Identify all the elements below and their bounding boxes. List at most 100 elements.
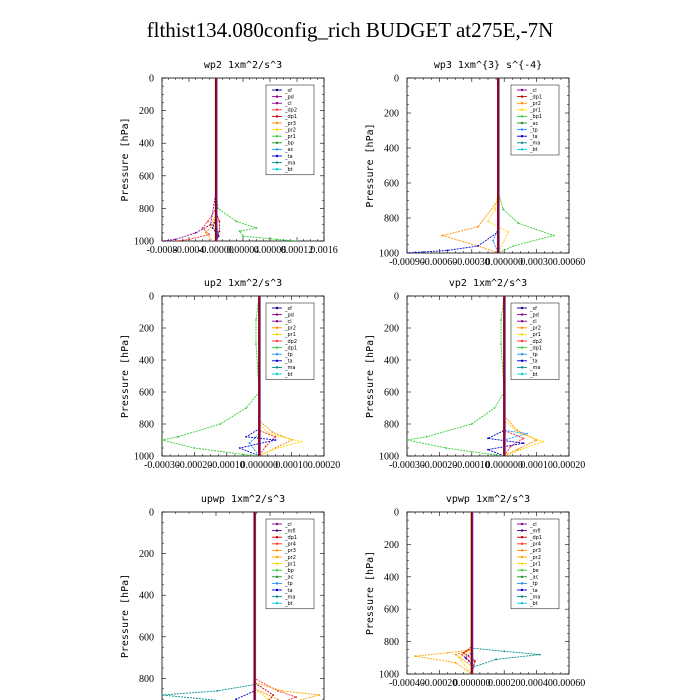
series-line-pr2 — [415, 512, 473, 674]
series-point-ta — [245, 435, 248, 438]
legend-entry: _ma — [284, 365, 295, 371]
y-tick-label: 400 — [384, 356, 399, 367]
x-tick-label: 0.00004 — [227, 245, 260, 256]
legend-marker — [520, 95, 524, 98]
series-line-dp2 — [175, 78, 217, 241]
series-point-dp1 — [193, 447, 196, 449]
series-point-bp1 — [502, 208, 505, 211]
y-tick-label: 200 — [384, 324, 399, 335]
series-point-pr1 — [217, 207, 219, 210]
panel-title: up2 1xm^2/s^3 — [204, 278, 282, 289]
series-point-tp — [492, 239, 494, 242]
x-tick-label: -0.00020 — [421, 460, 457, 471]
legend-marker — [275, 154, 279, 158]
legend-entry: _ma — [529, 594, 540, 600]
series-line-dp1 — [407, 296, 505, 456]
legend-marker — [275, 359, 279, 362]
legend-entry: _bt — [529, 372, 538, 378]
x-tick-label: 0.000000 — [240, 460, 278, 471]
y-tick-label: 200 — [384, 540, 399, 551]
legend-marker — [275, 569, 279, 572]
legend-marker — [520, 359, 524, 362]
series-point-ta — [211, 227, 214, 229]
series-point-pr2 — [281, 690, 284, 692]
y-tick-label: 1000 — [134, 237, 154, 248]
legend-entry: _dp2 — [529, 339, 542, 345]
series-point-pr2 — [441, 234, 444, 237]
legend-entry: _dp1 — [529, 345, 542, 351]
x-tick-label: -0.00020 — [176, 460, 212, 471]
legend-marker — [275, 306, 279, 310]
legend-marker — [520, 366, 524, 369]
chart-panel-4: vp2 1xm^2/s^3 Pressure [hPa] 0 200 400 600 800… — [365, 278, 585, 471]
series-point-dp1 — [470, 423, 473, 425]
y-tick-label: 0 — [149, 292, 154, 303]
legend-marker — [520, 88, 524, 92]
series-point-pr4 — [461, 653, 463, 656]
series-point-dp2 — [264, 445, 267, 448]
legend-marker — [520, 529, 524, 532]
series-point-dp1 — [255, 319, 257, 321]
series-point-pr3 — [454, 653, 457, 656]
x-tick-label: 0.00010 — [520, 460, 553, 471]
y-tick-label: 1000 — [379, 670, 399, 681]
y-tick-label: 800 — [384, 214, 399, 225]
legend-entry: _pr3 — [284, 548, 296, 554]
legend-entry: _ac — [284, 147, 294, 153]
series-point-dp1 — [425, 435, 428, 438]
legend: _sf_pd_cl_dp2_dp1_pr3_pr2_pr1_bp_ac_ta_m… — [265, 84, 315, 176]
legend-marker — [275, 549, 279, 552]
legend-marker — [275, 313, 279, 316]
series-point-pr1 — [255, 227, 258, 229]
legend-entry: _ta — [284, 588, 293, 594]
legend-marker — [275, 346, 279, 349]
x-tick-label: 0.00020 — [308, 460, 341, 471]
y-tick-label: 400 — [139, 356, 154, 367]
series-point-pr2 — [271, 431, 274, 433]
series-point-pr1 — [271, 448, 274, 451]
y-tick-label: 0 — [149, 74, 154, 85]
chart-panel-3: up2 1xm^2/s^3 Pressure [hPa] 0 200 400 600 800… — [120, 278, 340, 471]
series-line-ta — [407, 78, 499, 253]
legend-entry: _pr1 — [529, 108, 541, 114]
plot-area — [162, 78, 298, 241]
y-tick-label: 0 — [394, 508, 399, 519]
series-point-ta — [487, 437, 489, 440]
legend-entry: _dp2 — [284, 339, 297, 345]
legend-marker — [520, 542, 524, 545]
legend-marker — [520, 141, 524, 144]
panel-title: vpwp 1xm^2/s^3 — [446, 494, 530, 505]
legend-marker — [275, 168, 279, 171]
legend-marker — [275, 339, 279, 343]
series-point-pr2 — [516, 429, 519, 432]
legend-marker — [275, 562, 279, 565]
chart-panel-1: wp2 1xm^2/s^3 Pressure [hPa] 0 200 400 600 800… — [120, 60, 338, 256]
series-point-dp1 — [162, 439, 163, 441]
y-tick-label: 600 — [384, 388, 399, 399]
y-tick-label: 200 — [384, 109, 399, 120]
legend: _cl_dp1_pr2_pr1_bp1_ac_tp_ta_ma_bt — [510, 84, 560, 156]
series-point-dp1 — [245, 407, 248, 409]
x-tick-label: -0.00000 — [198, 245, 234, 256]
legend-entry: _pr1 — [284, 134, 296, 140]
legend-entry: _cl — [284, 101, 292, 107]
series-point-pr2 — [516, 448, 519, 451]
y-tick-label: 400 — [139, 591, 154, 602]
series-point-dp2 — [174, 240, 177, 241]
legend-entry: _pr2 — [284, 127, 296, 133]
chart-panel-5: upwp 1xm^2/s^3 Pressure [hPa] 0 200 400 600 80… — [120, 494, 325, 700]
legend-marker — [275, 555, 279, 559]
series-point-pr2 — [477, 225, 479, 228]
x-tick-label: -0.00030 — [454, 257, 490, 268]
legend-entry: _tp — [529, 581, 538, 587]
legend-marker — [520, 148, 524, 151]
legend-marker — [520, 326, 524, 329]
legend-marker — [520, 575, 524, 578]
series-point-ma — [216, 690, 219, 692]
x-tick-label: 0.00060 — [553, 678, 586, 689]
series-point-ma — [503, 650, 506, 653]
series-point-ta — [446, 249, 449, 252]
series-point-bp1 — [512, 245, 515, 247]
legend-marker — [275, 88, 279, 92]
